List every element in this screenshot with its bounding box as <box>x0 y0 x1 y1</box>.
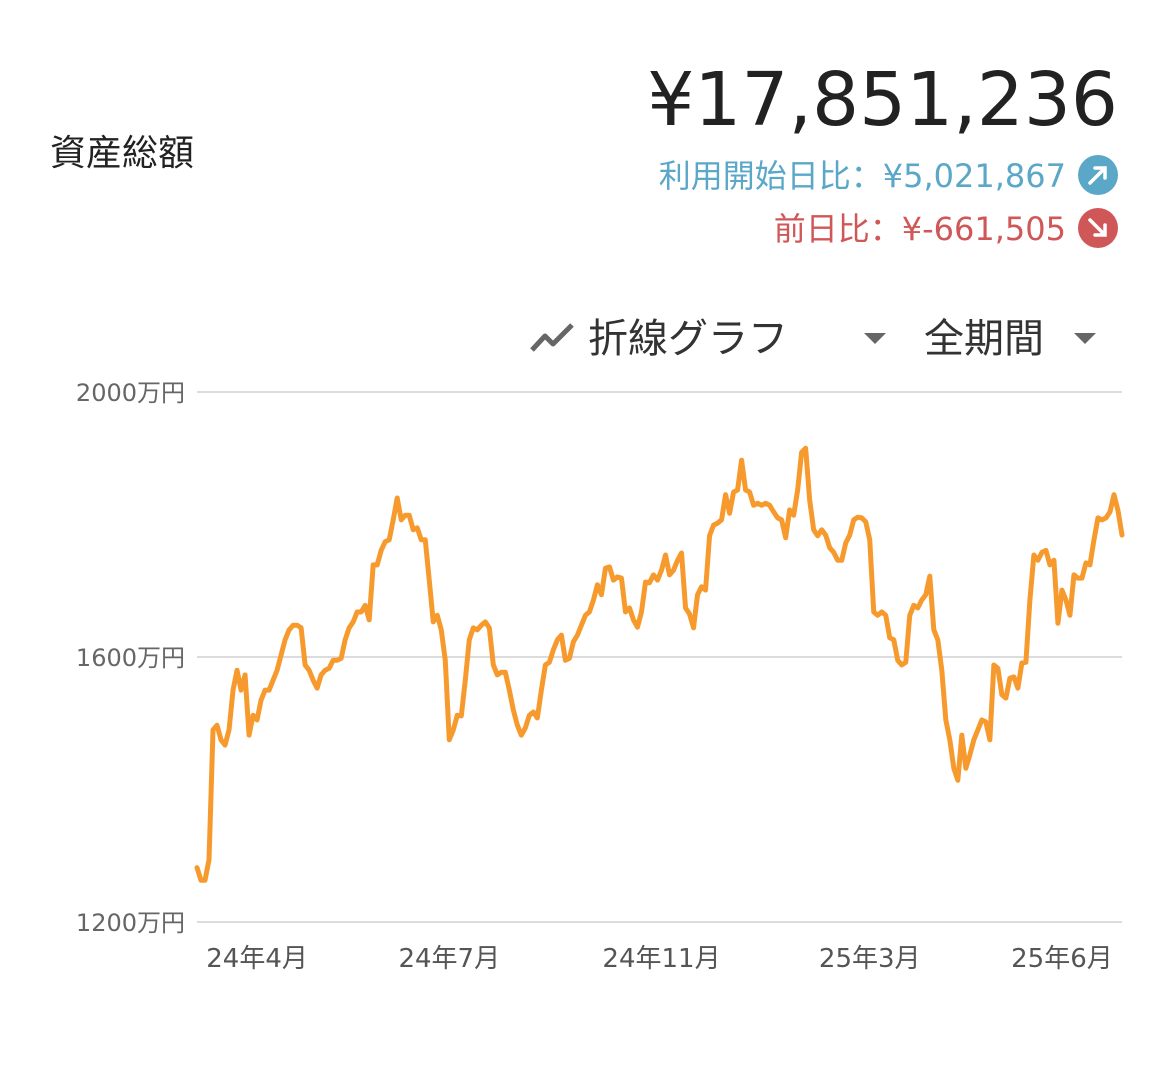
period-label[interactable]: 全期間 <box>924 316 1044 362</box>
y-tick-label: 1200万円 <box>76 909 185 937</box>
since-start: 利用開始日比：¥5,021,867 <box>659 157 1066 195</box>
chart-type-dropdown[interactable]: 折線グラフ <box>530 316 886 362</box>
data-line <box>194 445 1125 883</box>
x-tick-label: 25年6月 <box>1011 944 1113 974</box>
x-tick-label: 25年3月 <box>819 944 921 974</box>
chart: 1200万円 1600万円 2000万円 24年4月 24年7月 24年11月 25年3月 2… <box>76 379 1125 974</box>
y-tick-label: 1600万円 <box>76 644 185 672</box>
x-tick-label: 24年4月 <box>206 944 308 974</box>
x-tick-label: 24年7月 <box>398 944 500 974</box>
chart-type-label[interactable]: 折線グラフ <box>588 316 788 362</box>
period-dropdown[interactable]: 全期間 <box>924 316 1096 362</box>
down-icon <box>1078 208 1118 248</box>
total-amount: ¥17,851,236 <box>647 57 1118 143</box>
up-icon <box>1078 155 1118 195</box>
y-tick-label: 2000万円 <box>76 379 185 407</box>
title: 資産総額 <box>50 133 194 174</box>
x-tick-label: 24年11月 <box>602 944 720 974</box>
since-yesterday: 前日比：¥-661,505 <box>774 210 1066 248</box>
